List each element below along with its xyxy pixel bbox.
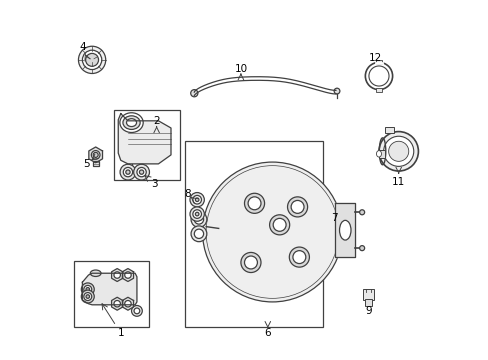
Text: 5: 5 (83, 159, 90, 169)
Polygon shape (122, 297, 133, 310)
Polygon shape (111, 297, 122, 310)
Ellipse shape (120, 113, 143, 132)
Circle shape (192, 210, 201, 219)
Bar (185, 140, 323, 327)
Polygon shape (122, 269, 133, 282)
Circle shape (190, 90, 198, 97)
Circle shape (359, 210, 364, 215)
Circle shape (289, 247, 309, 267)
Circle shape (388, 141, 408, 161)
Circle shape (359, 246, 364, 251)
Ellipse shape (122, 116, 140, 130)
Circle shape (269, 215, 289, 235)
Circle shape (78, 46, 105, 73)
Polygon shape (111, 269, 122, 282)
Text: 1: 1 (117, 328, 124, 338)
Circle shape (190, 193, 204, 207)
Circle shape (83, 285, 92, 293)
Text: 4: 4 (79, 42, 85, 52)
Circle shape (244, 193, 264, 213)
Circle shape (86, 288, 89, 291)
Circle shape (124, 301, 131, 307)
Polygon shape (89, 147, 102, 163)
Circle shape (114, 301, 120, 307)
Polygon shape (335, 203, 354, 257)
Circle shape (191, 226, 206, 242)
Ellipse shape (90, 270, 101, 276)
Circle shape (383, 136, 413, 166)
Bar (362, 289, 373, 300)
Circle shape (247, 197, 261, 210)
Circle shape (241, 252, 261, 273)
Circle shape (287, 197, 307, 217)
Circle shape (292, 251, 305, 264)
Bar (378, 150, 385, 158)
Circle shape (191, 212, 206, 227)
Polygon shape (118, 114, 171, 164)
Text: 7: 7 (330, 213, 337, 222)
Text: 11: 11 (391, 177, 405, 187)
Circle shape (86, 295, 89, 298)
Circle shape (273, 219, 285, 231)
Circle shape (137, 167, 146, 177)
Circle shape (123, 167, 132, 177)
Circle shape (190, 207, 204, 221)
Ellipse shape (339, 220, 350, 240)
Text: 12: 12 (368, 53, 381, 63)
Circle shape (195, 198, 199, 202)
Text: 3: 3 (151, 179, 158, 189)
Circle shape (83, 293, 92, 301)
Circle shape (82, 50, 102, 69)
Circle shape (333, 88, 339, 94)
Bar (364, 299, 371, 306)
Circle shape (290, 201, 304, 213)
Circle shape (131, 306, 142, 316)
Circle shape (133, 164, 149, 180)
Circle shape (114, 272, 120, 278)
Bar (375, 88, 381, 92)
Circle shape (124, 272, 131, 278)
Circle shape (81, 283, 94, 296)
Circle shape (125, 170, 130, 174)
Bar (384, 127, 393, 133)
Circle shape (85, 53, 99, 66)
Ellipse shape (126, 119, 136, 127)
Circle shape (192, 195, 201, 204)
Circle shape (93, 152, 98, 157)
Polygon shape (82, 273, 137, 305)
Bar (74, 261, 149, 327)
Circle shape (120, 164, 136, 180)
Text: 9: 9 (364, 306, 371, 316)
Text: 6: 6 (264, 328, 270, 338)
Circle shape (244, 256, 257, 269)
Circle shape (134, 308, 140, 314)
Bar (93, 161, 99, 166)
Text: 10: 10 (234, 64, 247, 74)
Circle shape (378, 132, 418, 171)
Circle shape (195, 212, 199, 216)
Text: 8: 8 (183, 189, 190, 199)
Circle shape (194, 229, 203, 238)
Circle shape (202, 162, 342, 302)
Text: 2: 2 (153, 116, 160, 126)
Bar (375, 60, 381, 64)
Circle shape (81, 290, 94, 303)
Circle shape (194, 215, 203, 224)
Bar (113, 110, 180, 180)
Circle shape (91, 150, 100, 159)
Ellipse shape (376, 150, 381, 157)
Circle shape (139, 170, 143, 174)
